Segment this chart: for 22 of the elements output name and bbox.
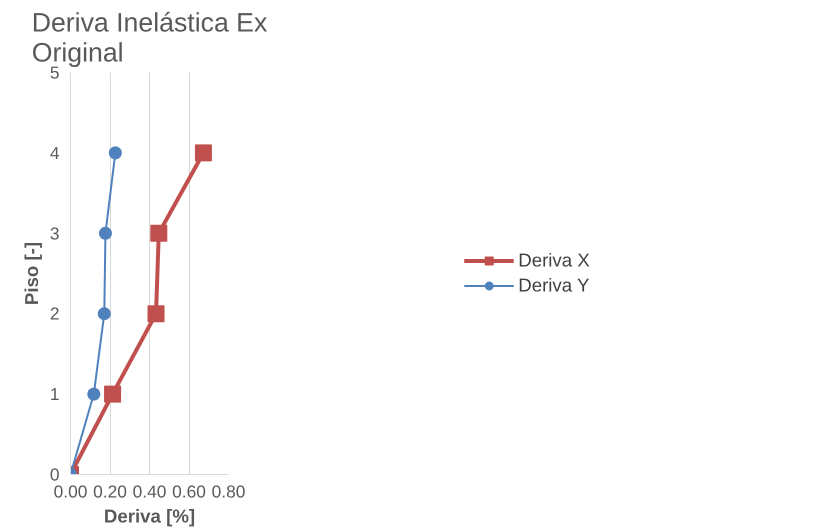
x-tick-label: 0.00 [54,482,88,502]
x-tick-label: 0.20 [93,482,127,502]
point [194,144,212,162]
point [150,224,168,242]
x-tick-label: 0.60 [172,482,206,502]
point [148,305,165,322]
y-axis-title: Piso [-] [20,242,42,306]
y-tick-label: 1 [50,384,60,404]
point [98,307,111,320]
legend-label: Deriva X [518,250,590,272]
y-tick-label: 3 [50,223,60,244]
point [98,226,112,240]
y-tick-label: 4 [50,142,60,163]
x-tick-label: 0.40 [132,482,166,502]
y-tick-label: 2 [50,304,60,324]
point [87,388,100,401]
point [104,386,122,403]
legend-label: Deriva Y [518,274,590,296]
point [108,146,122,160]
y-tick-label: 0 [50,464,60,484]
x-axis-title: Deriva [%] [104,506,196,526]
x-tick-label: 0.80 [212,482,246,502]
